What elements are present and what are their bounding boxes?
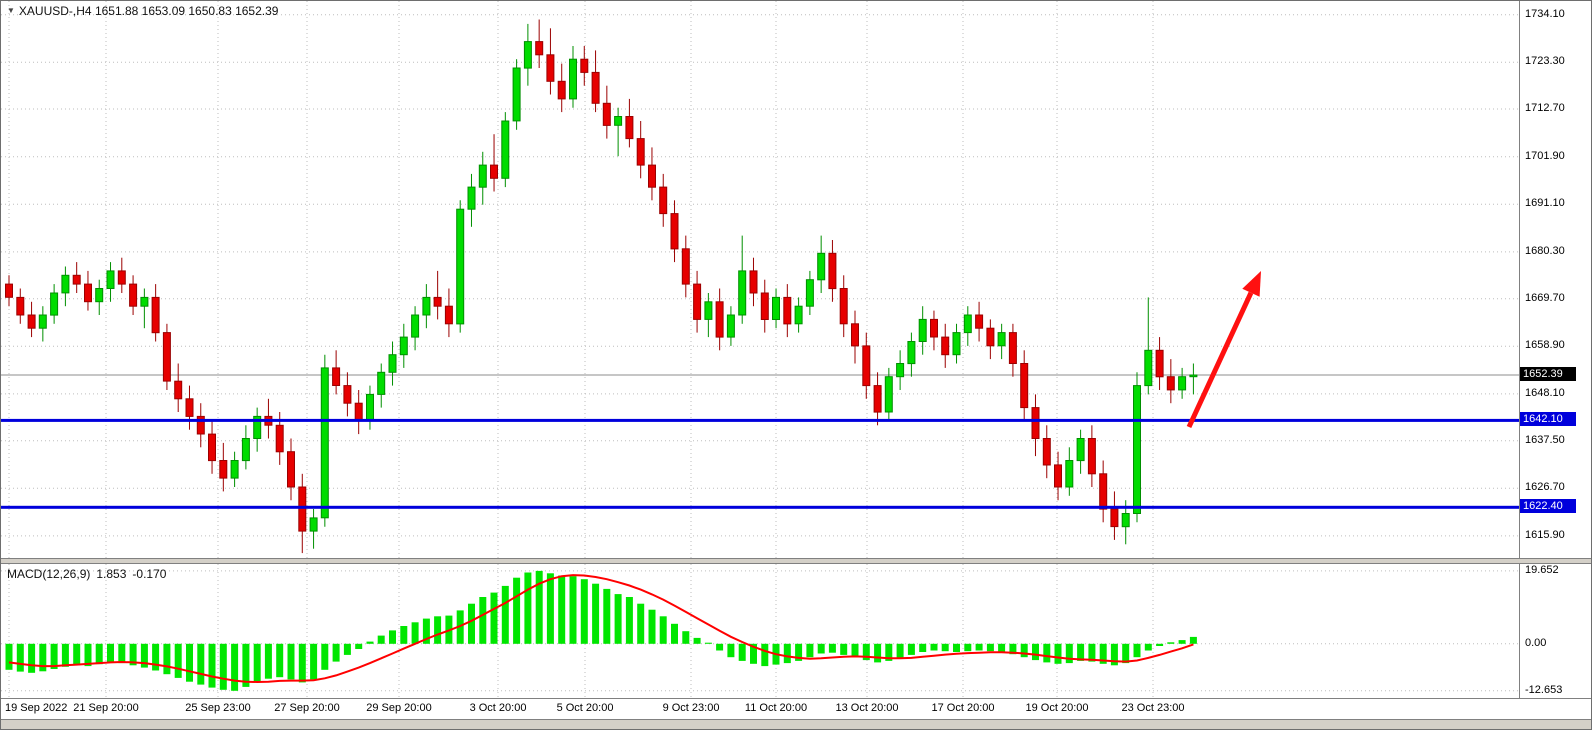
time-tick-label: 11 Oct 20:00: [744, 702, 808, 714]
macd-tick-label: -12.653: [1525, 683, 1563, 696]
price-tick-label: 1691.10: [1525, 197, 1565, 210]
macd-tick-label: 0.00: [1525, 636, 1547, 649]
time-tick-label: 19 Oct 20:00: [1025, 702, 1089, 714]
price-tag-1622.40: 1622.40: [1520, 499, 1576, 514]
symbol-text: XAUUSD-,H4: [18, 4, 92, 18]
time-tick-label: 23 Oct 23:00: [1121, 702, 1185, 714]
support-line-1622.40[interactable]: [1, 505, 1519, 509]
bottom-strip: [1, 719, 1591, 729]
price-tick-label: 1626.70: [1525, 481, 1565, 494]
macd-grid-layer: [1, 564, 1519, 698]
support-line-1642.10[interactable]: [1, 418, 1519, 422]
time-tick-label: 21 Sep 20:00: [73, 702, 139, 714]
candles-layer: [5, 19, 1198, 554]
time-tick-label: 3 Oct 20:00: [469, 702, 527, 714]
grid-layer: [1, 1, 1519, 558]
symbol-ohlc-label: ▼ XAUUSD-,H4 1651.88 1653.09 1650.83 1652…: [7, 4, 278, 18]
time-tick-label: 19 Sep 2022: [5, 702, 68, 714]
ohlc-text: 1651.88 1653.09 1650.83 1652.39: [94, 4, 279, 18]
price-tick-label: 1658.90: [1525, 339, 1565, 352]
candlestick-chart-svg[interactable]: [1, 1, 1519, 558]
trend-arrow[interactable]: [1186, 271, 1261, 429]
price-tick-label: 1712.70: [1525, 102, 1565, 115]
time-tick-label: 29 Sep 20:00: [366, 702, 432, 714]
price-tag-1642.10: 1642.10: [1520, 412, 1576, 427]
macd-name: MACD(12,26,9): [7, 567, 91, 581]
time-tick-label: 17 Oct 20:00: [931, 702, 995, 714]
time-tick-label: 27 Sep 20:00: [274, 702, 340, 714]
time-tick-label: 5 Oct 20:00: [556, 702, 614, 714]
price-tick-label: 1637.50: [1525, 433, 1565, 446]
panel-separator[interactable]: [1, 558, 1591, 564]
price-tick-label: 1615.90: [1525, 528, 1565, 541]
main-chart-area[interactable]: ▼ XAUUSD-,H4 1651.88 1653.09 1650.83 1652…: [1, 1, 1519, 558]
price-tick-label: 1723.30: [1525, 55, 1565, 68]
dropdown-triangle-icon: ▼: [7, 6, 15, 15]
macd-main-value: 1.853: [96, 567, 127, 581]
price-tick-label: 1648.10: [1525, 386, 1565, 399]
macd-signal-value: -0.170: [132, 567, 167, 581]
time-tick-label: 25 Sep 23:00: [185, 702, 251, 714]
macd-chart-svg[interactable]: [1, 564, 1519, 698]
time-tick-label: 13 Oct 20:00: [835, 702, 899, 714]
price-axis[interactable]: 1734.10 1723.30 1712.70 1701.90 1691.10 1680.…: [1519, 1, 1591, 719]
macd-signal-line: [8, 574, 1194, 684]
price-tick-label: 1680.30: [1525, 244, 1565, 257]
price-tick-label: 1701.90: [1525, 149, 1565, 162]
macd-panel[interactable]: MACD(12,26,9) 1.853 -0.170: [1, 564, 1519, 698]
price-tick-label: 1734.10: [1525, 7, 1565, 20]
price-tick-label: 1669.70: [1525, 291, 1565, 304]
macd-tick-label: 19.652: [1525, 563, 1559, 576]
price-tag-1652.39: 1652.39: [1520, 367, 1576, 382]
time-axis[interactable]: 19 Sep 2022 21 Sep 20:00 25 Sep 23:00 27 Se…: [1, 698, 1591, 719]
time-tick-label: 9 Oct 23:00: [662, 702, 720, 714]
macd-histogram: [5, 570, 1197, 691]
macd-indicator-label: MACD(12,26,9) 1.853 -0.170: [7, 567, 172, 581]
